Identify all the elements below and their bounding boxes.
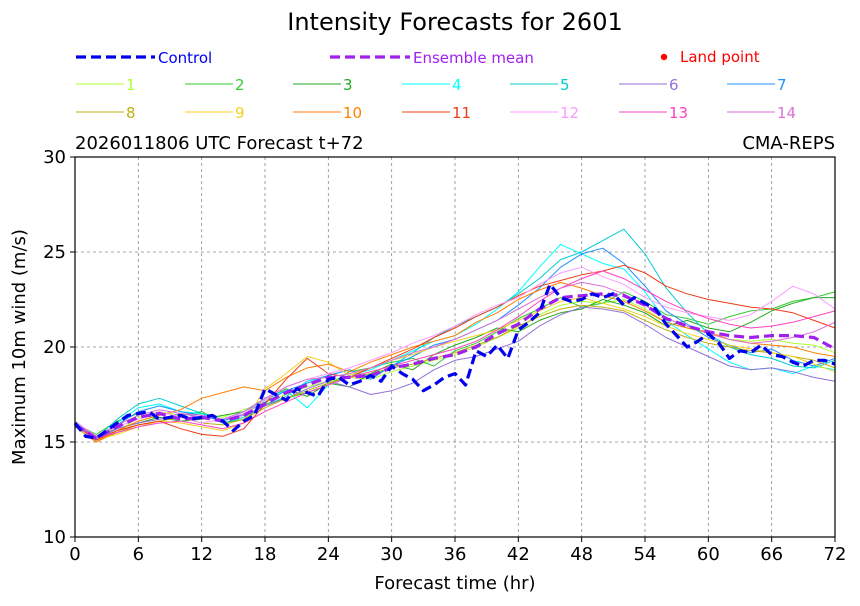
x-tick-label: 42 <box>507 544 530 565</box>
legend-label-land-point: Land point <box>680 48 760 66</box>
member-line-11 <box>74 264 836 441</box>
legend-label-member-1: 1 <box>126 76 136 94</box>
x-tick-label: 54 <box>634 544 657 565</box>
legend-label-member-3: 3 <box>343 76 353 94</box>
member-line-12 <box>74 266 836 437</box>
legend-label-member-11: 11 <box>452 104 471 122</box>
x-tick-label: 48 <box>570 544 593 565</box>
x-tick-label: 36 <box>444 544 467 565</box>
y-tick-label: 15 <box>43 432 66 453</box>
x-tick-label: 18 <box>254 544 277 565</box>
y-tick-label: 20 <box>43 337 66 358</box>
legend-label-member-9: 9 <box>235 104 245 122</box>
x-axis-label: Forecast time (hr) <box>374 573 535 594</box>
y-tick-label: 25 <box>43 242 66 263</box>
grid <box>75 157 835 537</box>
y-tick-label: 10 <box>43 527 66 548</box>
main-series <box>73 282 836 440</box>
legend-label-member-14: 14 <box>777 104 796 122</box>
legend-label-member-4: 4 <box>452 76 462 94</box>
x-axis: 0 6 12 18 24 30 36 42 48 54 60 66 72 <box>69 537 846 565</box>
y-tick-label: 30 <box>43 147 66 168</box>
legend-marker-land-point <box>660 53 668 61</box>
x-tick-label: 6 <box>133 544 144 565</box>
x-tick-label: 30 <box>380 544 403 565</box>
subtitle-right: CMA-REPS <box>742 133 835 154</box>
legend-label-member-8: 8 <box>126 104 136 122</box>
subtitle-left: 2026011806 UTC Forecast t+72 <box>75 133 364 154</box>
x-tick-label: 66 <box>760 544 783 565</box>
legend-label-ensemble-mean: Ensemble mean <box>413 49 534 67</box>
x-tick-label: 0 <box>69 544 80 565</box>
legend-label-member-2: 2 <box>235 76 245 94</box>
member-line-2 <box>74 291 836 435</box>
y-axis-label: Maximum 10m wind (m/s) <box>9 229 30 465</box>
legend-label-member-7: 7 <box>777 76 787 94</box>
legend-label-control: Control <box>158 49 212 67</box>
legend-label-member-6: 6 <box>669 76 679 94</box>
x-tick-label: 12 <box>190 544 213 565</box>
member-line-9 <box>74 297 836 441</box>
legend-label-member-10: 10 <box>343 104 362 122</box>
legend-label-member-5: 5 <box>560 76 570 94</box>
control-line <box>73 282 836 440</box>
y-axis: 10 15 20 25 30 <box>43 147 75 548</box>
chart-title: Intensity Forecasts for 2601 <box>287 8 622 36</box>
x-tick-label: 72 <box>824 544 847 565</box>
member-line-3 <box>74 297 835 437</box>
member-line-13 <box>74 270 836 439</box>
legend-label-member-12: 12 <box>560 104 579 122</box>
legend-label-member-13: 13 <box>669 104 688 122</box>
x-tick-label: 24 <box>317 544 340 565</box>
x-tick-label: 60 <box>697 544 720 565</box>
